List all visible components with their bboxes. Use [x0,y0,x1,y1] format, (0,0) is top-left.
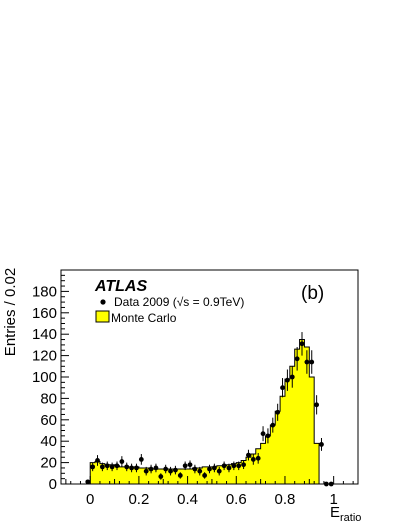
data-point [187,462,193,468]
data-point [304,359,310,365]
data-point [192,466,198,472]
y-tick-label: 0 [49,476,57,493]
data-series [85,332,334,487]
data-point [270,422,276,428]
legend: Data 2009 (√s = 0.9TeV) Monte Carlo [95,295,244,325]
data-point [285,377,290,383]
y-tick-label: 160 [32,305,57,322]
legend-data-label: Data 2009 (√s = 0.9TeV) [114,295,244,309]
data-point [250,456,256,462]
data-point [275,409,281,415]
data-point [211,465,217,471]
mc-histogram [89,339,320,485]
y-tick-label: 60 [40,412,57,429]
data-point [109,464,115,470]
y-tick-label: 100 [32,369,57,386]
data-point [197,468,203,474]
data-point [280,385,285,391]
data-point [226,465,232,471]
y-tick-label: 120 [32,348,57,365]
data-point [129,465,134,471]
data-point [319,442,324,447]
x-tick-label: 0 [86,491,94,508]
data-point [221,463,227,469]
data-point [104,463,110,469]
y-tick-label: 80 [40,390,57,407]
data-point [294,356,300,362]
data-point [236,463,242,469]
data-point [182,463,188,469]
data-point [216,468,222,474]
data-point [207,466,212,472]
data-point [163,466,169,472]
data-point [309,359,315,365]
legend-data-marker [100,299,106,305]
data-point [289,374,295,380]
data-point [202,473,208,478]
data-point [153,465,159,471]
data-point [265,433,271,439]
data-point [158,474,164,479]
data-point [124,464,130,470]
data-point [90,464,96,470]
data-point [99,464,105,470]
x-axis-label-main: E [330,504,340,521]
y-axis: 0 20 40 60 80 100 120 140 160 180 [32,274,69,493]
data-point [148,466,154,472]
y-tick-label: 180 [32,283,57,300]
data-point [299,341,305,347]
data-point [177,473,183,478]
data-point [173,467,178,473]
data-point [85,479,91,485]
x-tick-label: 0.4 [177,491,198,508]
x-tick-label: 0.2 [128,491,149,508]
atlas-label: ATLAS [94,278,147,295]
x-axis: 0 0.2 0.4 0.6 0.8 1 [60,476,354,508]
y-axis-label: Entries / 0.02 [2,268,19,356]
data-point [168,468,173,474]
x-tick-label: 0.8 [275,491,296,508]
data-point [246,452,251,458]
data-point [119,459,125,464]
x-tick-label: 0.6 [226,491,247,508]
x-axis-label-subscript: ratio [340,512,361,524]
data-point [95,458,100,463]
data-point [231,463,237,469]
data-point [143,468,149,474]
y-tick-label: 20 [40,455,57,472]
data-point [114,463,120,469]
data-point [314,402,320,408]
data-point [134,465,139,471]
data-point [241,462,246,468]
data-point [260,431,266,437]
y-tick-label: 140 [32,326,57,343]
data-point [138,456,144,462]
panel-label: (b) [301,283,324,304]
y-tick-label: 40 [40,433,57,450]
legend-mc-label: Monte Carlo [111,311,177,325]
data-point [255,455,261,461]
x-tick-label: 1 [329,491,337,508]
x-axis-label: Eratio [330,504,361,524]
legend-mc-swatch [95,310,110,323]
plot-area [85,332,334,487]
